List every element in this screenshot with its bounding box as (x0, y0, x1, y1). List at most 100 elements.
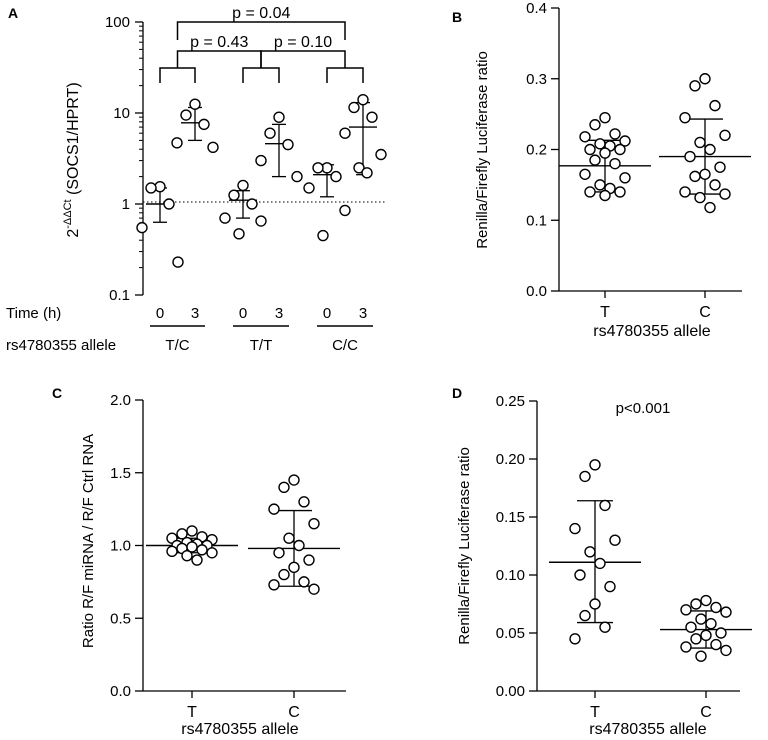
panel-a-data-point (264, 127, 276, 139)
panel-d-data-point (695, 650, 707, 662)
panel-c-data-point (293, 539, 305, 552)
panel-b-data-point (719, 188, 731, 200)
panel-c-data-point (283, 532, 295, 544)
panel-a: 2-ΔΔCt (SOCS1/HPRT) Time (h) rs4780355 a… (6, 5, 387, 354)
panel-a-data-point (228, 189, 240, 201)
panel-c-data-point (186, 525, 198, 537)
panel-d-y-tick-label: 0.15 (496, 509, 525, 526)
panel-c-label: C (52, 385, 62, 401)
panel-b-x-label: rs4780355 allele (593, 323, 711, 340)
panel-c-y-tick-label: 0.0 (110, 683, 131, 700)
panel-d-data-point (594, 557, 606, 570)
panel-a-data-point (136, 221, 148, 234)
panel-d-data-point (695, 613, 707, 625)
panel-d-data-point (680, 604, 692, 616)
panel-b-data-point (589, 154, 601, 166)
panel-d-data-point (700, 629, 712, 642)
panel-a-comparison-bracket (260, 50, 346, 68)
panel-a-y-tick-label: 100 (105, 14, 130, 31)
panel-b: Renilla/Firefly Luciferase ratio rs47803… (474, 0, 751, 340)
panel-a-data-point (339, 127, 351, 139)
panel-b-data-point (584, 143, 596, 156)
panel-b-data-point (609, 157, 621, 170)
panel-b-x-tick-label: C (699, 304, 711, 321)
panel-c-y-tick-label: 0.5 (110, 610, 131, 627)
panel-c-data-point (298, 576, 310, 588)
panel-c-y-tick-label: 1.5 (110, 465, 131, 482)
panel-c-data-point (308, 517, 320, 530)
panel-a-pair-bracket (242, 67, 280, 83)
panel-b-data-point (579, 168, 591, 180)
panel-a-data-point (312, 162, 324, 174)
panel-d-annotation: p<0.001 (616, 400, 671, 417)
panel-b-data-point (599, 111, 611, 124)
panel-c-data-point (181, 549, 193, 562)
panel-c-data-point (166, 545, 178, 558)
panel-a-data-point (198, 118, 210, 131)
panel-a-data-point (348, 101, 360, 114)
panel-a-data-point (246, 198, 258, 210)
panel-b-data-point (614, 143, 626, 156)
panel-b-x-tick-label: T (600, 304, 610, 321)
panel-d-y-tick-label: 0.20 (496, 451, 525, 468)
panel-d-data-point (700, 594, 712, 607)
panel-c-data-point (288, 561, 300, 574)
panel-c-data-point (288, 474, 300, 486)
panel-b-data-point (689, 80, 701, 92)
panel-b-data-point (684, 150, 696, 163)
panel-d-y-tick-label: 0.10 (496, 567, 525, 584)
panel-d-x-tick-label: C (700, 704, 712, 721)
panel-b-data-point (679, 186, 691, 198)
panel-a-data-point (163, 198, 175, 210)
panel-a-data-point (237, 179, 249, 192)
panel-d-data-point (680, 641, 692, 653)
panel-a-time-label: 3 (275, 305, 283, 322)
panel-d-data-point (589, 459, 601, 471)
panel-a-genotype-label: T/T (250, 337, 273, 354)
panel-b-data-point (699, 168, 711, 180)
panel-b-data-point (619, 172, 631, 184)
panel-d-data-point (569, 633, 581, 645)
panel-d-data-point (720, 644, 732, 657)
panel-a-p-value: p = 0.04 (232, 5, 290, 22)
panel-d-data-point (690, 633, 702, 645)
panel-a-data-point (353, 162, 365, 174)
panel-c-data-point (206, 547, 218, 559)
panel-b-data-point (704, 143, 716, 156)
panel-a-data-point (303, 182, 315, 194)
panel-d-data-point (569, 522, 581, 535)
panel-a-comparison-bracket (176, 21, 346, 40)
panel-c-data-point (298, 496, 310, 508)
panel-c-data-point (268, 579, 280, 591)
panel-c-y-label: Ratio R/F miRNA / R/F Ctrl RNA (80, 434, 97, 648)
panel-d-data-point (604, 580, 616, 593)
panel-a-time-row-label: Time (h) (6, 305, 61, 322)
panel-a-data-point (375, 148, 387, 161)
panel-b-data-point (609, 128, 621, 140)
panel-b-data-point (579, 131, 591, 143)
panel-d-data-point (720, 606, 732, 618)
panel-d-x-label: rs4780355 allele (589, 721, 707, 738)
panel-a-data-point (255, 215, 267, 227)
panel-c-x-label: rs4780355 allele (181, 721, 299, 738)
panel-c-y-tick-label: 2.0 (110, 392, 131, 409)
panel-a-p-value: p = 0.10 (274, 34, 332, 51)
panel-b-y-tick-label: 0.2 (526, 142, 547, 159)
panel-a-time-label: 3 (359, 305, 367, 322)
panel-a-data-point (339, 204, 351, 217)
panel-a-data-point (317, 229, 329, 242)
panel-a-data-point (330, 170, 342, 183)
panel-a-genotype-label: T/C (165, 337, 189, 354)
panel-c-data-point (176, 528, 188, 540)
panel-b-data-point (689, 170, 701, 183)
panel-d-data-point (579, 609, 591, 622)
panel-a-y-tick-label: 1 (122, 196, 130, 213)
panel-b-y-label: Renilla/Firefly Luciferase ratio (474, 51, 491, 249)
panel-b-data-point (704, 201, 716, 214)
panel-a-data-point (291, 170, 303, 183)
panel-c: Ratio R/F miRNA / R/F Ctrl RNA rs4780355… (80, 392, 346, 738)
panel-c-data-point (268, 503, 280, 515)
panel-d-data-point (589, 598, 601, 610)
panel-a-pair-bracket (326, 67, 364, 83)
